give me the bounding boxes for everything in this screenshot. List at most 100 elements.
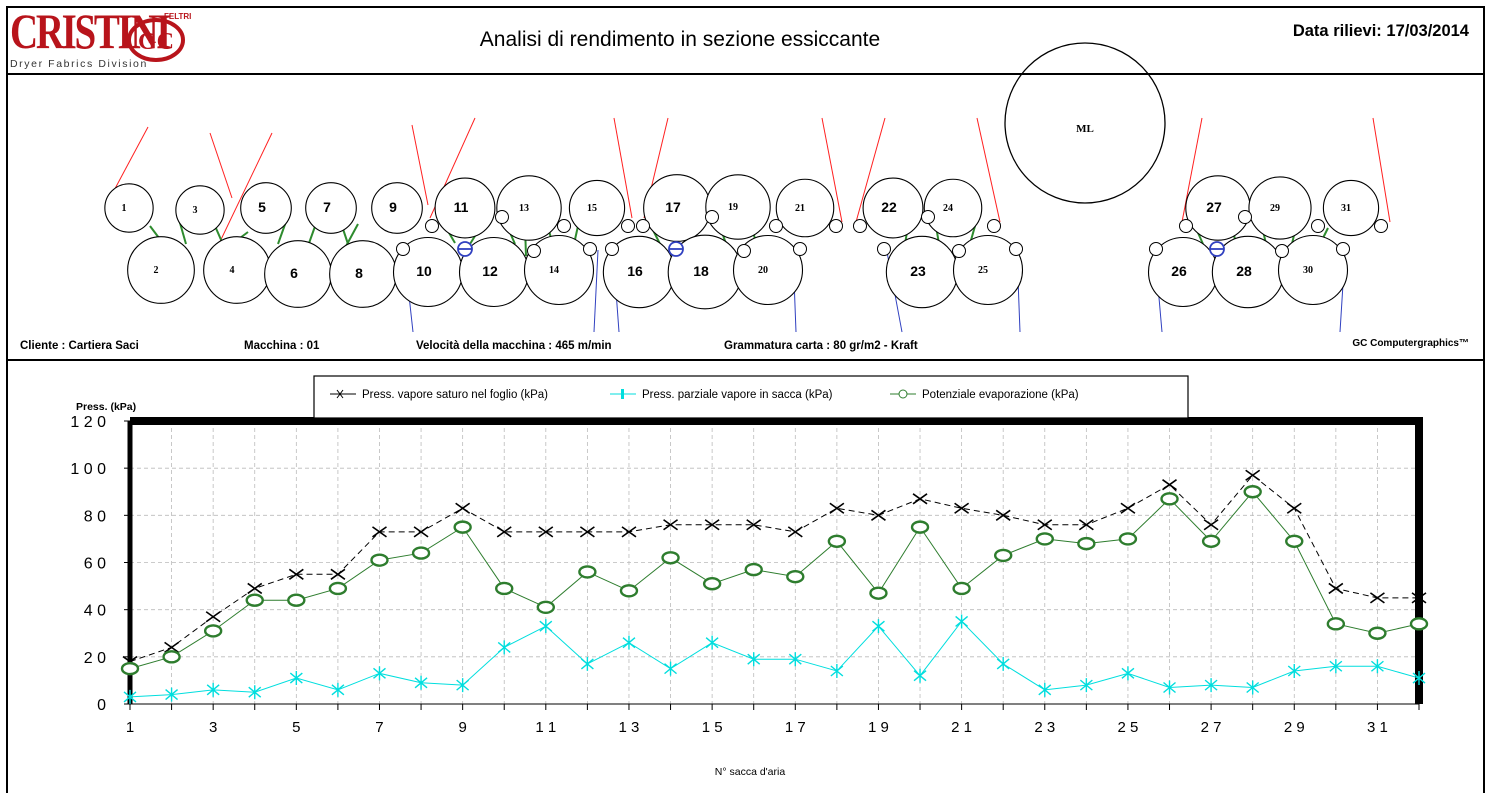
cylinder-number: 5 [258,199,266,215]
cylinder-number: 29 [1270,203,1280,214]
felt-roll [877,242,891,256]
logo-feltri: FELTRI [164,12,192,21]
data-point [661,551,680,565]
cylinder-number: 21 [795,203,805,214]
data-point [331,682,345,697]
data-point [995,509,1011,521]
data-point [786,569,805,584]
data-point [1285,534,1304,548]
legend-box [313,375,1189,419]
data-point [372,526,387,538]
lower-felt-run [593,249,599,333]
report-frame [6,6,1485,793]
felt-roll [1238,210,1252,224]
series-line [129,474,1419,663]
data-point [829,502,845,514]
upper-felt-run [411,124,429,206]
x-tick-label: 1 9 [868,719,889,736]
data-point [621,526,637,538]
felt-roll [829,219,843,233]
data-point [413,526,429,538]
data-point [869,586,888,600]
date-value: 17/03/2014 [1386,22,1469,40]
air-pocket [344,223,359,249]
brand-logo-text: CRISTINI [10,3,171,59]
data-point [1035,532,1054,546]
data-point [1286,502,1302,514]
felt-roll [737,244,751,258]
dryer-cylinder [568,179,626,237]
data-point [456,678,470,693]
series-line [129,620,1420,698]
x-tick-label: 1 [126,719,134,736]
data-point [247,582,263,595]
data-point [328,581,348,596]
data-point [287,593,306,607]
chart-legend: Press. vapore saturo nel foglio (kPa) Pre… [313,375,1189,419]
felt-roll [527,244,541,258]
felt-roll [952,244,966,258]
y-tick-label: 2 0 [84,650,106,667]
data-point [1328,582,1344,595]
data-point [248,685,262,700]
legend-label: Potenziale evaporazione (kPa) [922,389,1079,401]
upper-felt-run [821,117,843,223]
dryer-cylinder [371,182,423,234]
data-point [830,663,844,678]
dryer-cylinder [1248,176,1312,240]
felt-roll [1311,219,1325,233]
x-tick-label: 2 5 [1118,719,1139,736]
cylinder-number: 3 [193,205,198,216]
upper-felt-run [209,132,233,199]
legend-label: Press. parziale vapore in sacca (kPa) [642,389,833,401]
upper-felt-run [613,117,633,219]
upper-felt-run [1181,117,1203,223]
date-label: Data rilievi: [1292,22,1382,40]
press-roll [1004,42,1166,204]
copyright-text: GC Computergraphics™ [1352,338,1469,349]
felt-roll [853,219,867,233]
felt-roll [1009,242,1023,256]
cylinder-number: 25 [978,265,988,276]
data-point [1120,502,1136,514]
series-2 [123,614,1426,704]
data-point [1162,479,1177,491]
y-axis-label: Press. (kPa) [76,401,136,413]
series-3 [120,485,1429,676]
felt-roll [769,219,783,233]
x-tick-label: 3 1 [1367,719,1388,736]
press-label: ML [1076,123,1094,135]
dryer-cylinder [104,183,154,233]
data-point [1368,626,1387,640]
cylinder-number: 10 [416,263,432,279]
legend-label: Press. vapore saturo nel foglio (kPa) [362,389,548,401]
y-tick-label: 8 0 [84,508,106,525]
x-tick-label: 3 [209,719,217,736]
data-point [952,581,971,596]
dryer-cylinder [434,177,496,239]
felt-roll [1149,242,1163,256]
page-title: Analisi di rendimento in sezione essicca… [479,28,881,51]
data-point [245,593,264,607]
felt-roll [425,219,439,233]
data-point [1160,492,1179,506]
data-point [744,562,763,577]
data-point [1038,682,1052,697]
x-axis-label: N° sacca d'aria [715,766,786,778]
data-point [330,568,346,580]
cylinder-number: 17 [665,199,681,215]
data-point [1246,680,1260,695]
data-point [496,526,512,538]
dryer-cylinder [1277,234,1349,306]
cylinder-number: 26 [1171,263,1187,279]
data-point [872,619,885,634]
x-tick-label: 7 [375,719,383,736]
data-point [746,519,762,531]
data-point [370,553,389,567]
x-tick-label: 1 1 [535,719,556,736]
data-point [162,650,181,664]
data-point [453,520,472,534]
data-point [289,671,303,686]
cylinder-number: 19 [728,202,738,213]
upper-felt-run [976,117,1001,223]
